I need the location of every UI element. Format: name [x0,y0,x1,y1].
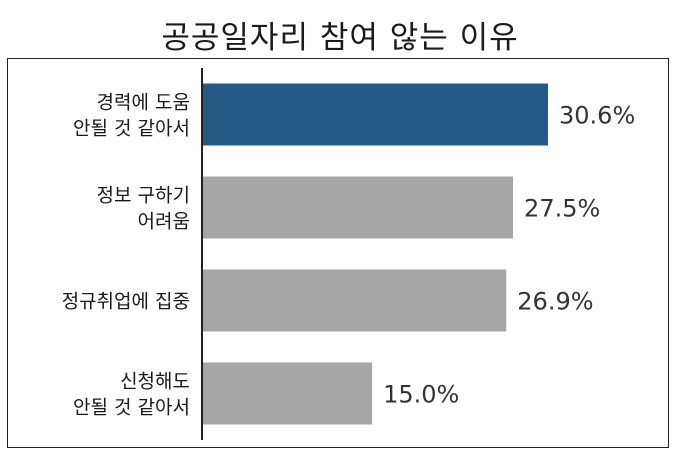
category-label-2: 정보 구하기 어려움 [97,185,190,233]
category-label-1: 경력에 도움 안될 것 같아서 [73,92,190,140]
bar-3 [203,269,507,332]
category-label-4: 신청해도 안될 것 같아서 [73,371,190,419]
chart-title: 공공일자리 참여 않는 이유 [161,20,519,56]
bar-4 [203,362,373,425]
bar-2 [203,176,514,239]
category-label-3: 정규취업에 집중 [62,291,190,313]
value-label-3: 26.9% [517,288,593,316]
chart-frame [7,58,669,448]
value-label-1: 30.6% [559,102,635,130]
value-label-4: 15.0% [383,381,459,409]
value-label-2: 27.5% [524,195,600,223]
bar-1 [203,83,548,146]
